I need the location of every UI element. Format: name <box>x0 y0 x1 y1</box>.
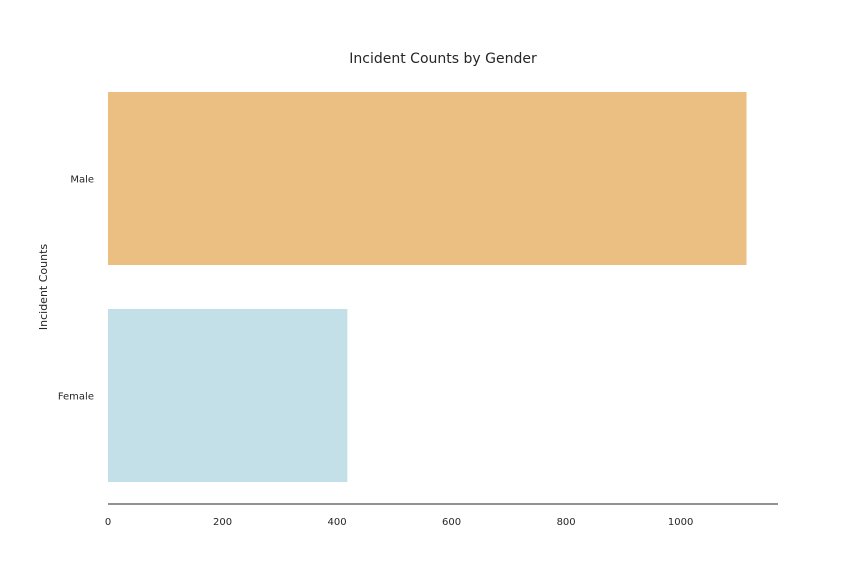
x-tick-label: 400 <box>328 517 347 528</box>
category-labels: Male Female <box>58 175 94 403</box>
category-label-female: Female <box>58 392 94 403</box>
bar-female <box>108 309 348 482</box>
x-tick-label: 600 <box>442 517 461 528</box>
x-tick-label: 200 <box>213 517 232 528</box>
bar-male <box>108 92 747 265</box>
bars-group <box>108 92 747 482</box>
chart-title: Incident Counts by Gender <box>349 51 537 67</box>
x-ticks-group: 0 200 400 600 800 1000 <box>105 517 694 528</box>
x-tick-label: 1000 <box>668 517 693 528</box>
x-tick-label: 800 <box>557 517 576 528</box>
x-tick-label: 0 <box>105 517 111 528</box>
category-label-male: Male <box>70 175 94 186</box>
y-axis-label: Incident Counts <box>37 244 50 331</box>
